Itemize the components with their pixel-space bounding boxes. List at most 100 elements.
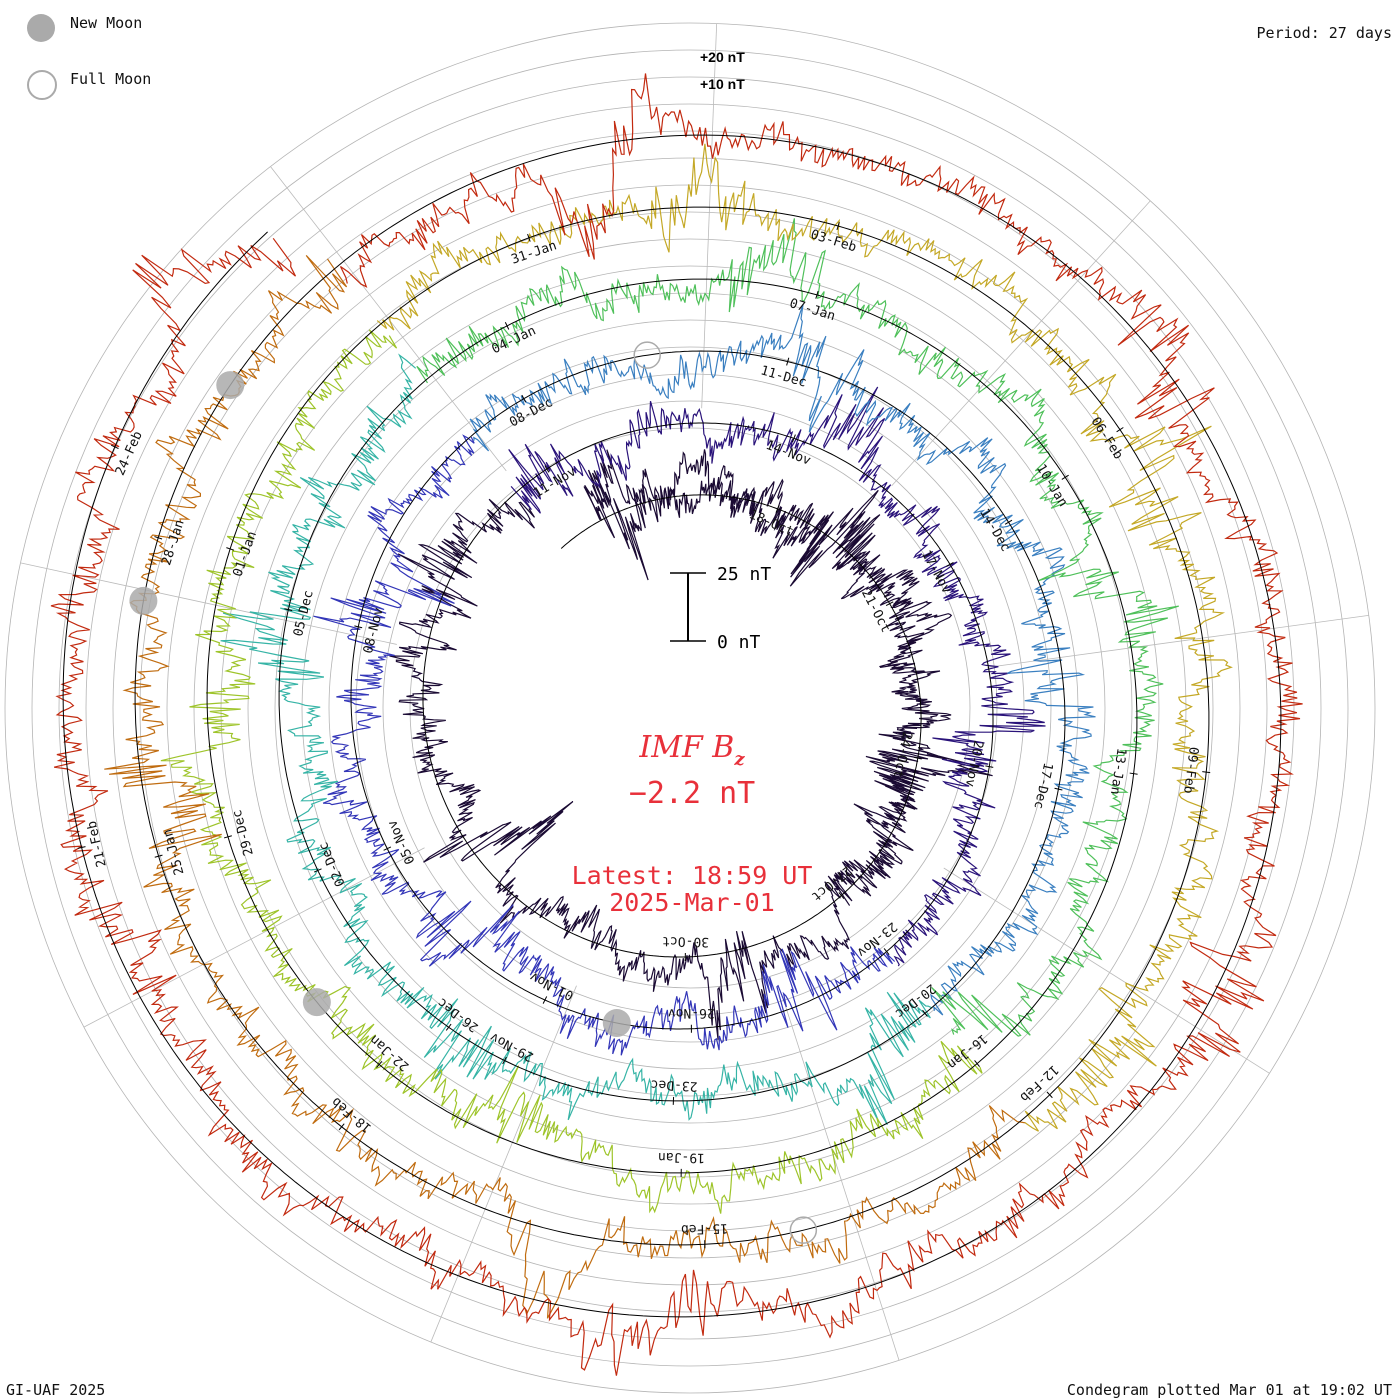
grid-layer (4, 22, 1376, 1394)
ref-level-label: +10 nT (700, 76, 745, 92)
date-tick-mark (354, 625, 363, 629)
date-tick-label: 07-Jan (788, 296, 837, 324)
chart-title: IMF Bz (638, 730, 745, 770)
grid-circle (31, 49, 1349, 1367)
date-tick-mark (77, 846, 86, 849)
zero-baseline-ring-5 (62, 134, 1282, 1318)
footer-plotted-time: Condegram plotted Mar 01 at 19:02 UT (1066, 1381, 1392, 1399)
grid-spoke (891, 200, 1151, 487)
grid-circle (166, 184, 1214, 1232)
grid-circle (355, 373, 1025, 1043)
bz-trace-ring-3-seg-0 (416, 218, 1179, 1037)
latest-value: −2.2 nT (629, 776, 755, 811)
bz-trace-ring-0-seg-1 (389, 449, 952, 1040)
date-tick-mark (154, 854, 163, 858)
grid-spoke (701, 23, 718, 409)
date-tick-mark (226, 547, 235, 551)
date-tick-mark (376, 1061, 383, 1068)
bz-trace-ring-1-seg-0 (508, 386, 1046, 967)
date-tick-label: 26-Dec (435, 994, 482, 1034)
date-tick-label: 29-Nov (488, 1029, 537, 1064)
date-tick-label: 05-Dec (291, 589, 317, 638)
grid-spoke (430, 985, 577, 1343)
date-tick-mark (445, 1023, 452, 1031)
date-tick-label: 15-Feb (681, 1220, 729, 1236)
date-tick-mark (521, 394, 527, 403)
grid-circle (85, 103, 1295, 1313)
grid-spoke (270, 166, 507, 472)
date-tick-mark (527, 233, 531, 242)
latest-time: Latest: 18:59 UT (572, 861, 813, 890)
new-moon-legend-icon (27, 14, 55, 42)
grid-circle (247, 265, 1133, 1151)
date-tick-mark (1129, 772, 1138, 775)
date-tick-label: 03-Feb (809, 227, 858, 255)
date-tick-mark (838, 892, 845, 899)
date-tick-mark (974, 1060, 980, 1068)
trace-layer (50, 73, 1303, 1376)
date-tick-mark (223, 835, 232, 839)
new-moon-legend-label: New Moon (70, 14, 143, 32)
date-tick-mark (883, 948, 890, 955)
grid-circle (4, 22, 1376, 1394)
chart-title-main: IMF B (638, 730, 734, 765)
moon-layer (129, 341, 818, 1244)
scale-bar-bottom-label: 0 nT (717, 632, 761, 653)
full-moon-marker (633, 341, 661, 369)
date-tick-label: 18-Oct (747, 507, 796, 540)
grid-circle (193, 211, 1187, 1205)
date-tick-label: 19-Jan (658, 1149, 705, 1165)
grid-circle (328, 346, 1052, 1070)
date-tick-mark (786, 357, 790, 366)
date-tick-mark (922, 1009, 928, 1017)
date-tick-mark (544, 465, 550, 473)
new-moon-marker (302, 988, 331, 1017)
date-tick-label: 24-Feb (113, 429, 146, 478)
date-tick-mark (542, 996, 548, 1004)
date-tick-mark (502, 1056, 507, 1065)
date-tick-label: 11-Dec (759, 363, 808, 390)
date-tick-mark (1061, 474, 1069, 480)
latest-date: 2025-Mar-01 (609, 888, 775, 917)
date-tick-mark (338, 1123, 345, 1131)
date-tick-label: 09-Feb (1180, 746, 1201, 795)
full-moon-marker (789, 1216, 818, 1244)
baseline-layer (62, 134, 1282, 1318)
bz-trace-ring-4-seg-1 (104, 254, 1026, 1319)
grid-spoke (987, 614, 1369, 668)
date-tick-label: 30-Oct (662, 933, 709, 949)
date-tick-mark (792, 434, 796, 443)
zero-baseline-ring-2 (278, 350, 1066, 1102)
date-tick-mark (1046, 1091, 1053, 1099)
ref-level-label: +20 nT (700, 49, 745, 65)
date-tick-mark (775, 505, 780, 513)
new-moon-marker (602, 1009, 631, 1038)
chart-title-subscript: z (733, 749, 745, 770)
bz-trace-ring-3-seg-1 (160, 329, 983, 1214)
date-tick-mark (946, 562, 954, 567)
date-tick-label: 13-Jan (1107, 747, 1129, 796)
date-tick-mark (284, 608, 293, 612)
date-tick-mark (1202, 771, 1211, 774)
footer-credit: GI-UAF 2025 (6, 1381, 106, 1399)
grid-spoke (781, 993, 900, 1361)
grid-circle (139, 157, 1241, 1259)
new-moon-marker (129, 586, 158, 615)
date-tick-mark (504, 322, 510, 330)
grid-circle (58, 76, 1322, 1340)
bz-trace-ring-2-seg-1 (220, 353, 933, 1126)
date-tick-label: 23-Nov (854, 919, 900, 960)
full-moon-legend-label: Full Moon (70, 70, 152, 88)
scale-bar-top-label: 25 nT (717, 564, 771, 585)
bz-trace-ring-1-seg-1 (313, 434, 896, 1056)
date-tick-label: 29-Dec (230, 808, 257, 857)
new-moon-marker (216, 371, 245, 400)
date-tick-mark (383, 846, 392, 851)
date-tick-mark (985, 765, 994, 768)
date-tick-mark (1054, 787, 1063, 791)
bz-trace-ring-4-seg-0 (376, 143, 1233, 1132)
date-tick-label: 27-Oct (808, 863, 854, 904)
zero-baseline-ring-4 (134, 206, 1210, 1246)
date-tick-mark (836, 222, 840, 231)
